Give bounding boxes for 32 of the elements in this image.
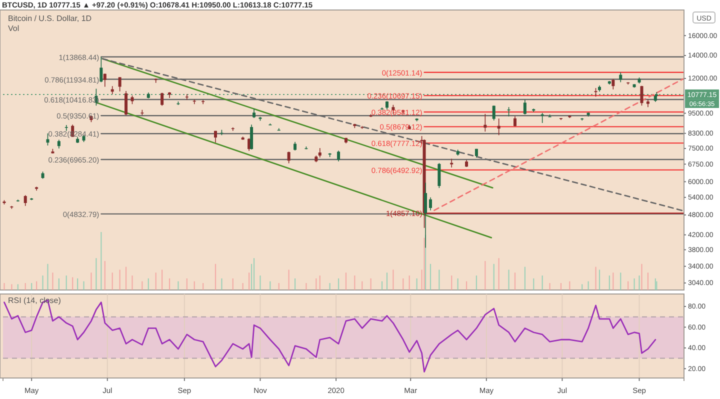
- candlestick: [540, 112, 544, 124]
- candlestick: [438, 162, 441, 188]
- candlestick: [24, 194, 27, 206]
- candlestick: [523, 99, 526, 115]
- candlestick: [612, 78, 615, 90]
- candlestick: [507, 106, 510, 117]
- candlestick: [154, 78, 158, 84]
- candlestick: [619, 72, 622, 83]
- candlestick: [513, 116, 516, 127]
- candlestick: [46, 132, 50, 146]
- candlestick: [160, 92, 164, 106]
- candlestick: [497, 118, 500, 136]
- candlestick: [118, 76, 122, 92]
- candlestick: [450, 158, 454, 168]
- candlestick: [185, 94, 188, 100]
- candlestick: [252, 108, 256, 118]
- chart-title: RSI (14, close): [8, 296, 62, 305]
- candlestick: [231, 126, 234, 132]
- candlestick: [337, 150, 340, 162]
- candlestick: [64, 124, 68, 132]
- chart-title: Vol: [8, 24, 20, 33]
- candlestick: [318, 148, 322, 158]
- text: Bitcoin / U.S. Dollar, 1D: [8, 14, 92, 23]
- candlestick: [287, 151, 290, 164]
- candlestick: [124, 90, 128, 116]
- candlestick: [640, 85, 644, 106]
- candlestick: [202, 100, 205, 105]
- candlestick: [250, 124, 254, 150]
- candlestick: [492, 105, 496, 121]
- candlestick: [103, 73, 106, 88]
- candlestick: [428, 196, 432, 211]
- candlestick: [100, 56, 103, 83]
